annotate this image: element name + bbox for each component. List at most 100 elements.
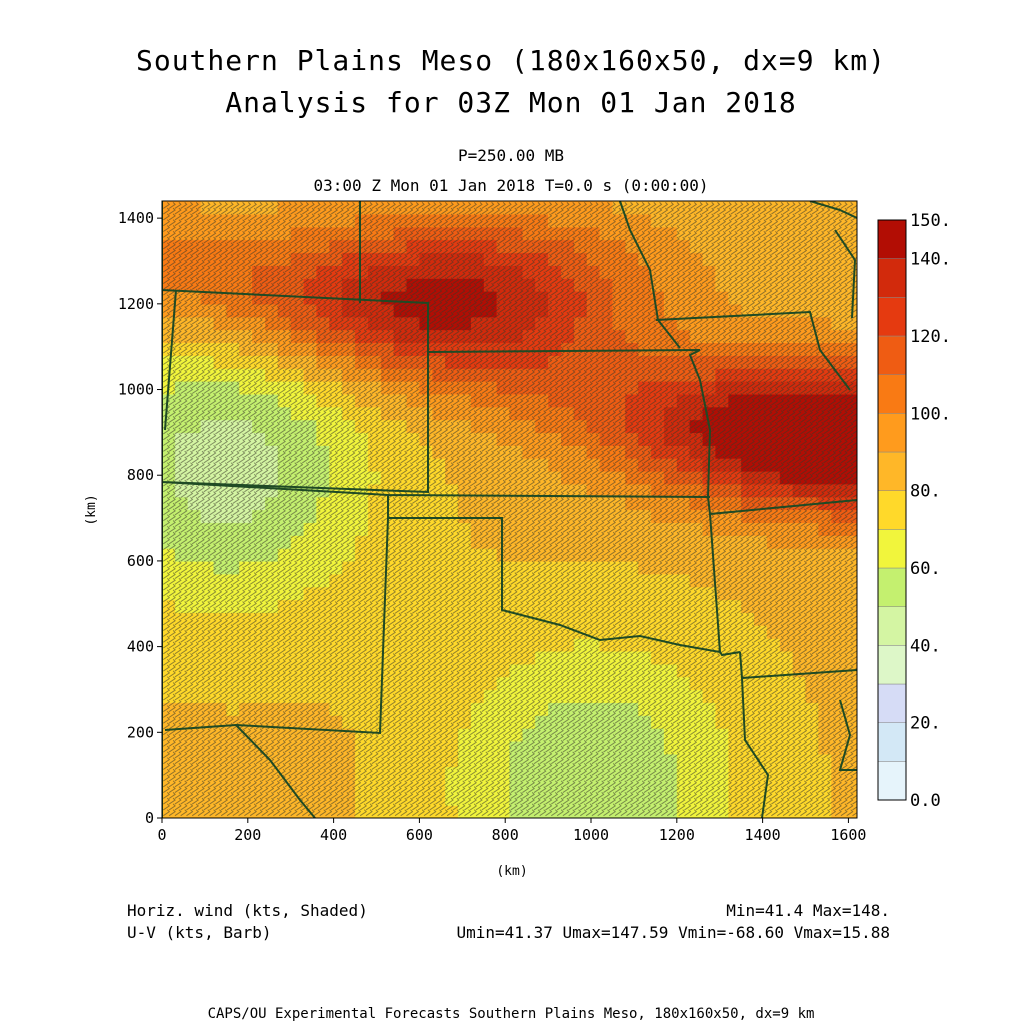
credit-line: CAPS/OU Experimental Forecasts Southern … xyxy=(207,1006,815,1022)
field-cell xyxy=(162,470,176,485)
field-cell xyxy=(200,728,215,742)
field-cell xyxy=(303,393,318,408)
x-axis: 0 200 400 600 800 1000 1200 1400 1600 xyxy=(157,818,866,844)
field-cell xyxy=(599,560,614,575)
field-cell xyxy=(252,329,266,343)
field-cell xyxy=(535,342,549,356)
field-cell xyxy=(367,560,382,575)
field-cell xyxy=(651,740,665,755)
field-cell xyxy=(419,740,433,755)
field-cell xyxy=(766,278,781,292)
field-cell xyxy=(483,792,498,806)
field-cell xyxy=(187,458,202,472)
field-cell xyxy=(651,509,665,523)
chart-title: Southern Plains Meso (180x160x50, dx=9 k… xyxy=(135,44,886,77)
field-cell xyxy=(355,278,369,292)
field-cell xyxy=(174,805,189,818)
y-tick-label: 1000 xyxy=(118,381,154,399)
field-cell xyxy=(200,265,215,279)
y-tick-label: 400 xyxy=(127,638,154,656)
uv-stats-readout: Umin=41.37 Umax=147.59 Vmin=-68.60 Vmax=… xyxy=(456,923,890,942)
field-cell xyxy=(818,625,832,639)
x-tick-label: 200 xyxy=(234,826,261,844)
x-tick-label: 600 xyxy=(406,826,433,844)
y-axis: 0 200 400 600 800 1000 1200 1400 xyxy=(118,209,162,827)
field-cell xyxy=(599,676,614,691)
field-cell xyxy=(162,715,176,729)
field-cell xyxy=(831,792,845,806)
field-cell xyxy=(483,329,498,343)
field-cell xyxy=(715,213,729,228)
field-cell xyxy=(213,779,227,793)
field-cell xyxy=(174,483,189,498)
field-cell xyxy=(213,766,227,781)
field-cell xyxy=(355,740,369,755)
field-cell xyxy=(599,329,614,343)
field-cell xyxy=(355,509,369,523)
field-cell xyxy=(702,740,717,755)
field-cell xyxy=(419,509,433,523)
colorbar-swatch xyxy=(877,297,907,337)
colorbar-tick-label: 140. xyxy=(910,250,951,270)
chart-subtitle: Analysis for 03Z Mon 01 Jan 2018 xyxy=(225,86,797,119)
field-cell xyxy=(470,740,485,755)
field-cell xyxy=(162,702,176,716)
x-axis-label: (km) xyxy=(496,864,527,879)
field-cell xyxy=(200,213,215,228)
field-cell xyxy=(252,445,266,459)
colorbar-tick-label: 100. xyxy=(910,404,951,424)
barb-field-label: U-V (kts, Barb) xyxy=(127,923,272,942)
field-cell xyxy=(162,239,176,254)
field-cell xyxy=(367,213,382,228)
field-cell xyxy=(702,625,717,639)
field-cell xyxy=(715,792,729,806)
field-cell xyxy=(766,509,781,523)
x-tick-label: 0 xyxy=(157,826,166,844)
field-cell xyxy=(470,393,485,408)
y-tick-label: 1400 xyxy=(118,209,154,227)
field-cell xyxy=(419,393,433,408)
y-tick-label: 0 xyxy=(145,809,154,827)
field-cell xyxy=(367,329,382,343)
field-cell xyxy=(187,740,202,755)
field-cell xyxy=(252,676,266,691)
colorbar-tick-label: 40. xyxy=(910,636,941,656)
colorbar-swatch xyxy=(877,451,907,491)
pressure-level: P=250.00 MB xyxy=(458,146,564,165)
field-cell xyxy=(818,509,832,523)
field-cell xyxy=(303,740,318,755)
colorbar-swatch xyxy=(877,258,907,298)
field-cell xyxy=(355,393,369,408)
field-cell xyxy=(174,252,189,266)
field-cell xyxy=(187,573,202,588)
field-cell xyxy=(187,625,202,639)
field-cell xyxy=(174,599,189,613)
field-cell xyxy=(162,535,176,549)
field-cell xyxy=(252,792,266,806)
field-cell xyxy=(535,805,549,818)
colorbar-swatch xyxy=(877,374,907,414)
colorbar-swatch xyxy=(877,413,907,453)
colorbar-tick-label: 60. xyxy=(910,559,941,579)
field-cell xyxy=(252,560,266,575)
field-cell xyxy=(162,252,176,266)
field-cell xyxy=(831,560,845,575)
y-tick-label: 600 xyxy=(127,552,154,570)
field-cell xyxy=(162,548,176,562)
field-cell xyxy=(162,355,176,369)
field-cell xyxy=(419,625,433,639)
valid-time: 03:00 Z Mon 01 Jan 2018 T=0.0 s (0:00:00… xyxy=(313,176,709,195)
colorbar-swatch xyxy=(877,335,907,375)
field-cell xyxy=(200,560,215,575)
field-cell xyxy=(470,278,485,292)
field-cell xyxy=(367,445,382,459)
field-cell xyxy=(535,393,549,408)
field-cell xyxy=(419,278,433,292)
field-cell xyxy=(599,445,614,459)
y-tick-label: 800 xyxy=(127,466,154,484)
field-cell xyxy=(535,509,549,523)
field-cell xyxy=(303,509,318,523)
colorbar-tick-label: 150. xyxy=(910,211,951,231)
field-cell xyxy=(187,805,202,818)
